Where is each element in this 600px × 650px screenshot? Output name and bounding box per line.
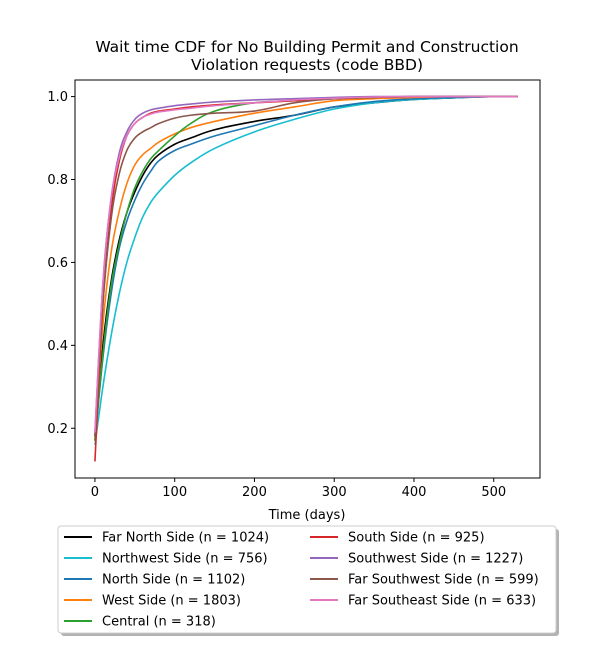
legend-box (57, 525, 557, 634)
legend-label-6: Southwest Side (n = 1227) (348, 552, 523, 567)
chart-title-line-2: Violation requests (code BBD) (191, 56, 423, 74)
legend-label-8: Far Southeast Side (n = 633) (348, 594, 536, 609)
legend-label-2: North Side (n = 1102) (102, 573, 245, 588)
series-line-1 (94, 95, 518, 445)
x-tick-label: 200 (242, 485, 267, 500)
x-tick-label: 0 (91, 485, 99, 500)
x-tick-label: 100 (162, 485, 187, 500)
x-tick-label: 300 (322, 485, 347, 500)
legend-label-7: Far Southwest Side (n = 599) (348, 573, 539, 588)
legend-label-0: Far North Side (n = 1024) (102, 531, 269, 546)
series-line-2 (94, 95, 518, 441)
legend-label-5: South Side (n = 925) (348, 531, 485, 546)
legend-entries: Far North Side (n = 1024) Northwest Side … (64, 531, 539, 630)
legend: Far North Side (n = 1024) Northwest Side … (57, 525, 559, 636)
y-axis-ticks: 0.2 0.4 0.6 0.8 1.0 (47, 90, 75, 437)
plot-lines-group (94, 95, 518, 462)
legend-label-1: Northwest Side (n = 756) (102, 552, 268, 567)
y-tick-label: 1.0 (47, 90, 68, 105)
x-tick-label: 400 (402, 485, 427, 500)
x-axis-label: Time (days) (268, 508, 346, 523)
chart-title-line-1: Wait time CDF for No Building Permit and… (95, 38, 518, 56)
legend-label-4: Central (n = 318) (102, 615, 216, 630)
series-line-8 (94, 95, 518, 433)
x-axis-ticks: 0 100 200 300 400 500 (91, 478, 506, 500)
plot-frame (74, 79, 541, 479)
y-tick-label: 0.6 (47, 256, 68, 271)
x-tick-label: 500 (481, 485, 506, 500)
y-tick-label: 0.4 (47, 339, 68, 354)
y-tick-label: 0.2 (47, 422, 68, 437)
legend-label-3: West Side (n = 1803) (102, 594, 241, 609)
y-tick-label: 0.8 (47, 173, 68, 188)
